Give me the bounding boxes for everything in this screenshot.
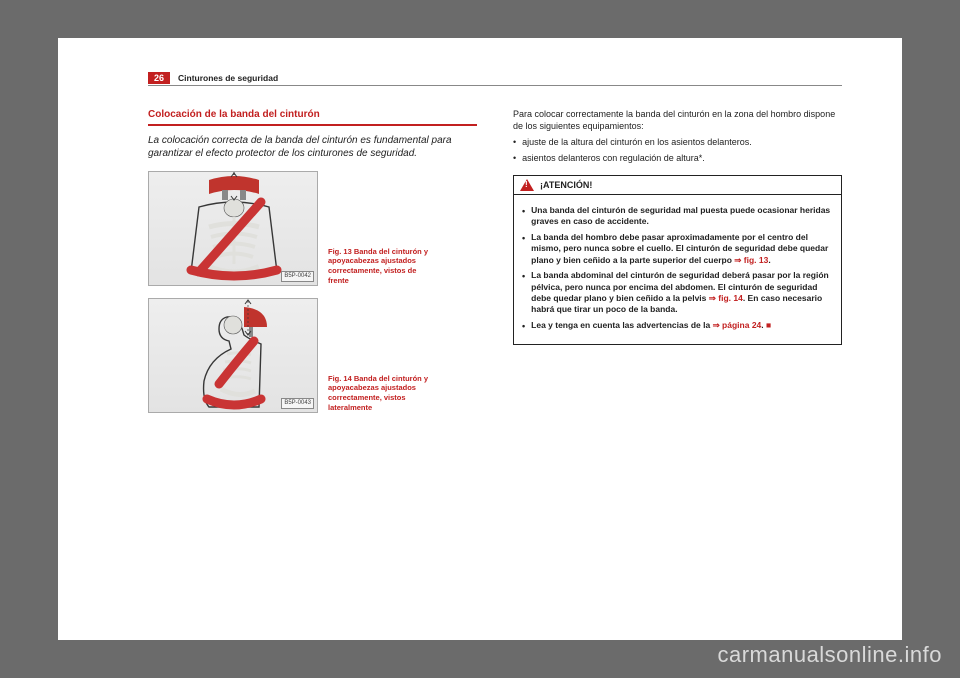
warning-text: Una banda del cinturón de seguridad mal … (531, 205, 833, 228)
warning-body: • Una banda del cinturón de seguridad ma… (514, 195, 841, 344)
warning-text-part: Lea y tenga en cuenta las advertencias d… (531, 320, 712, 330)
bullet-marker: • (522, 205, 525, 228)
warning-text-part: La banda del hombro debe pasar aproximad… (531, 232, 828, 265)
bullet-marker: • (522, 320, 525, 332)
warning-title: ¡ATENCIÓN! (540, 179, 592, 191)
figure-14-block: B5P-0043 Fig. 14 Banda del cinturón y ap… (148, 298, 477, 413)
watermark: carmanualsonline.info (717, 642, 942, 668)
figure-13-illustration: B5P-0042 (148, 171, 318, 286)
end-of-section-mark: ■ (766, 320, 771, 330)
figure-13-caption: Fig. 13 Banda del cinturón y apoyacabeza… (328, 247, 438, 286)
manual-page: 26 Cinturones de seguridad Colocación de… (58, 38, 902, 640)
paragraph: Para colocar correctamente la banda del … (513, 108, 842, 132)
section-title-rule (148, 124, 477, 126)
cross-reference: ⇒ fig. 13 (734, 255, 768, 265)
bullet-text: asientos delanteros con regulación de al… (522, 152, 705, 164)
right-column: Para colocar correctamente la banda del … (513, 108, 842, 425)
figure-13-block: B5P-0042 Fig. 13 Banda del cinturón y ap… (148, 171, 477, 286)
bullet-marker: • (513, 136, 516, 148)
warning-bullet: • Una banda del cinturón de seguridad ma… (522, 205, 833, 228)
warning-text-part: . (768, 255, 770, 265)
figure-14-illustration: B5P-0043 (148, 298, 318, 413)
warning-bullet: • Lea y tenga en cuenta las advertencias… (522, 320, 833, 332)
two-column-layout: Colocación de la banda del cinturón La c… (148, 108, 842, 425)
section-title: Colocación de la banda del cinturón (148, 108, 477, 122)
figure-14-tag: B5P-0043 (281, 398, 314, 408)
warning-text: La banda abdominal del cinturón de segur… (531, 270, 833, 316)
header-rule (148, 85, 842, 86)
bullet-marker: • (522, 232, 525, 266)
intro-paragraph: La colocación correcta de la banda del c… (148, 134, 477, 161)
bullet-text: ajuste de la altura del cinturón en los … (522, 136, 752, 148)
left-column: Colocación de la banda del cinturón La c… (148, 108, 477, 425)
warning-bullet: • La banda abdominal del cinturón de seg… (522, 270, 833, 316)
warning-text: Lea y tenga en cuenta las advertencias d… (531, 320, 771, 332)
bullet-item: • ajuste de la altura del cinturón en lo… (513, 136, 842, 148)
chapter-title: Cinturones de seguridad (178, 73, 278, 83)
content-area: 26 Cinturones de seguridad Colocación de… (148, 72, 842, 620)
page-header: 26 Cinturones de seguridad (148, 72, 842, 84)
warning-bullet: • La banda del hombro debe pasar aproxim… (522, 232, 833, 266)
page-number-badge: 26 (148, 72, 170, 84)
cross-reference: ⇒ fig. 14 (709, 293, 743, 303)
warning-text-part: . (761, 320, 763, 330)
bullet-marker: • (522, 270, 525, 316)
bullet-item: • asientos delanteros con regulación de … (513, 152, 842, 164)
warning-triangle-icon (520, 179, 534, 191)
bullet-marker: • (513, 152, 516, 164)
cross-reference: ⇒ página 24 (713, 320, 762, 330)
figure-14-caption: Fig. 14 Banda del cinturón y apoyacabeza… (328, 374, 438, 413)
warning-box: ¡ATENCIÓN! • Una banda del cinturón de s… (513, 175, 842, 346)
figure-13-tag: B5P-0042 (281, 271, 314, 281)
warning-text: La banda del hombro debe pasar aproximad… (531, 232, 833, 266)
warning-header: ¡ATENCIÓN! (514, 176, 841, 195)
